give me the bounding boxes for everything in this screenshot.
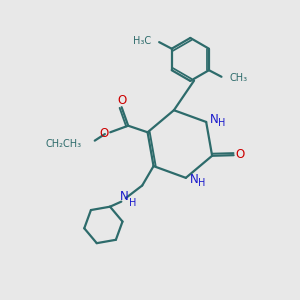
Text: O: O xyxy=(117,94,126,107)
Text: CH₃: CH₃ xyxy=(230,73,248,83)
Text: H: H xyxy=(218,118,225,128)
Text: N: N xyxy=(210,113,219,126)
Text: O: O xyxy=(99,127,108,140)
Text: H: H xyxy=(129,197,136,208)
Text: O: O xyxy=(236,148,245,161)
Text: H₃C: H₃C xyxy=(133,36,151,46)
Text: N: N xyxy=(190,173,199,186)
Text: CH₂CH₃: CH₂CH₃ xyxy=(45,139,81,148)
Text: H: H xyxy=(198,178,205,188)
Text: N: N xyxy=(120,190,129,203)
